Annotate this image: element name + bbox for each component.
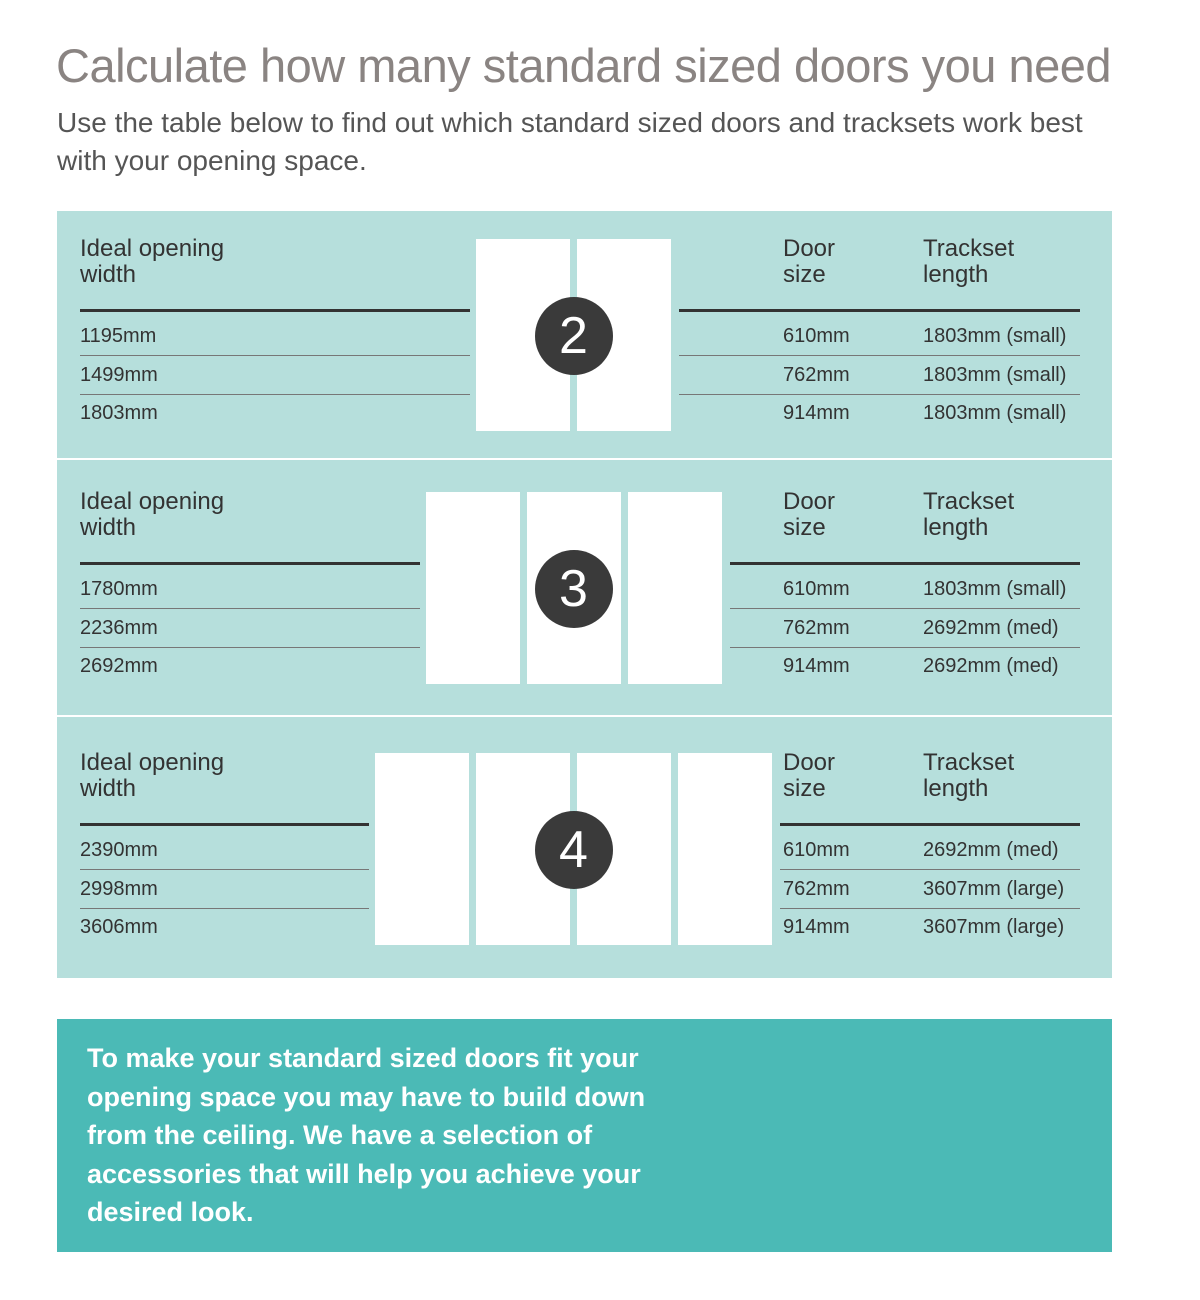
row-divider <box>679 394 1080 395</box>
door-panel <box>678 753 772 945</box>
note-box <box>57 1019 1112 1252</box>
row-divider <box>80 908 369 909</box>
trackset-cell: 1803mm (small) <box>923 325 1067 347</box>
title: Calculate how many standard sized doors … <box>56 39 1112 92</box>
header-rule <box>729 562 1080 565</box>
door-size-cell: 762mm <box>783 364 850 386</box>
row-divider <box>80 869 369 870</box>
trackset-cell: 2692mm (med) <box>923 839 1059 861</box>
trackset-cell: 1803mm (small) <box>923 402 1067 424</box>
door-count: 4 <box>534 811 613 889</box>
header-rule <box>80 562 420 565</box>
door-size-cell: 914mm <box>783 402 850 424</box>
header-rule <box>679 309 1080 312</box>
width-cell: 2390mm <box>80 839 158 861</box>
door-size-cell: 610mm <box>783 578 850 600</box>
row-divider <box>80 647 420 648</box>
width-cell: 2998mm <box>80 878 158 900</box>
trackset-cell: 1803mm (small) <box>923 578 1067 600</box>
width-cell: 1780mm <box>80 578 158 600</box>
door-panel <box>375 753 469 945</box>
width-cell: 2236mm <box>80 617 158 639</box>
column-header: Door size <box>783 749 836 802</box>
width-cell: 1803mm <box>80 402 158 424</box>
row-divider <box>780 908 1080 909</box>
header-rule <box>780 823 1080 826</box>
column-header: Door size <box>783 488 836 541</box>
width-cell: 2692mm <box>80 655 158 677</box>
width-cell: 3606mm <box>80 916 158 938</box>
row-divider <box>679 355 1080 356</box>
trackset-cell: 3607mm (large) <box>923 916 1065 938</box>
door-size-cell: 610mm <box>783 325 850 347</box>
row-divider <box>80 394 470 395</box>
door-size-cell: 914mm <box>783 916 850 938</box>
header-rule <box>80 823 369 826</box>
trackset-cell: 2692mm (med) <box>923 655 1059 677</box>
door-size-cell: 914mm <box>783 655 850 677</box>
row-divider <box>80 355 470 356</box>
door-panel <box>627 492 722 684</box>
column-header: Ideal opening width <box>80 488 225 541</box>
row-divider <box>729 647 1080 648</box>
door-panel <box>425 492 520 684</box>
header-rule <box>80 309 470 312</box>
column-header: Trackset length <box>923 749 1015 802</box>
door-size-cell: 762mm <box>783 878 850 900</box>
door-count: 3 <box>534 550 613 628</box>
trackset-cell: 1803mm (small) <box>923 364 1067 386</box>
column-header: Trackset length <box>923 488 1015 541</box>
subtitle: Use the table below to find out which st… <box>57 107 1083 176</box>
trackset-cell: 3607mm (large) <box>923 878 1065 900</box>
note-text: To make your standard sized doors fit yo… <box>87 1043 646 1227</box>
door-size-cell: 762mm <box>783 617 850 639</box>
trackset-cell: 2692mm (med) <box>923 617 1059 639</box>
column-header: Ideal opening width <box>80 235 225 288</box>
door-count: 2 <box>534 297 613 375</box>
row-divider <box>729 608 1080 609</box>
width-cell: 1499mm <box>80 364 158 386</box>
column-header: Trackset length <box>923 235 1015 288</box>
row-divider <box>780 869 1080 870</box>
door-size-cell: 610mm <box>783 839 850 861</box>
row-divider <box>80 608 420 609</box>
column-header: Door size <box>783 235 836 288</box>
column-header: Ideal opening width <box>80 749 225 802</box>
width-cell: 1195mm <box>80 325 157 347</box>
